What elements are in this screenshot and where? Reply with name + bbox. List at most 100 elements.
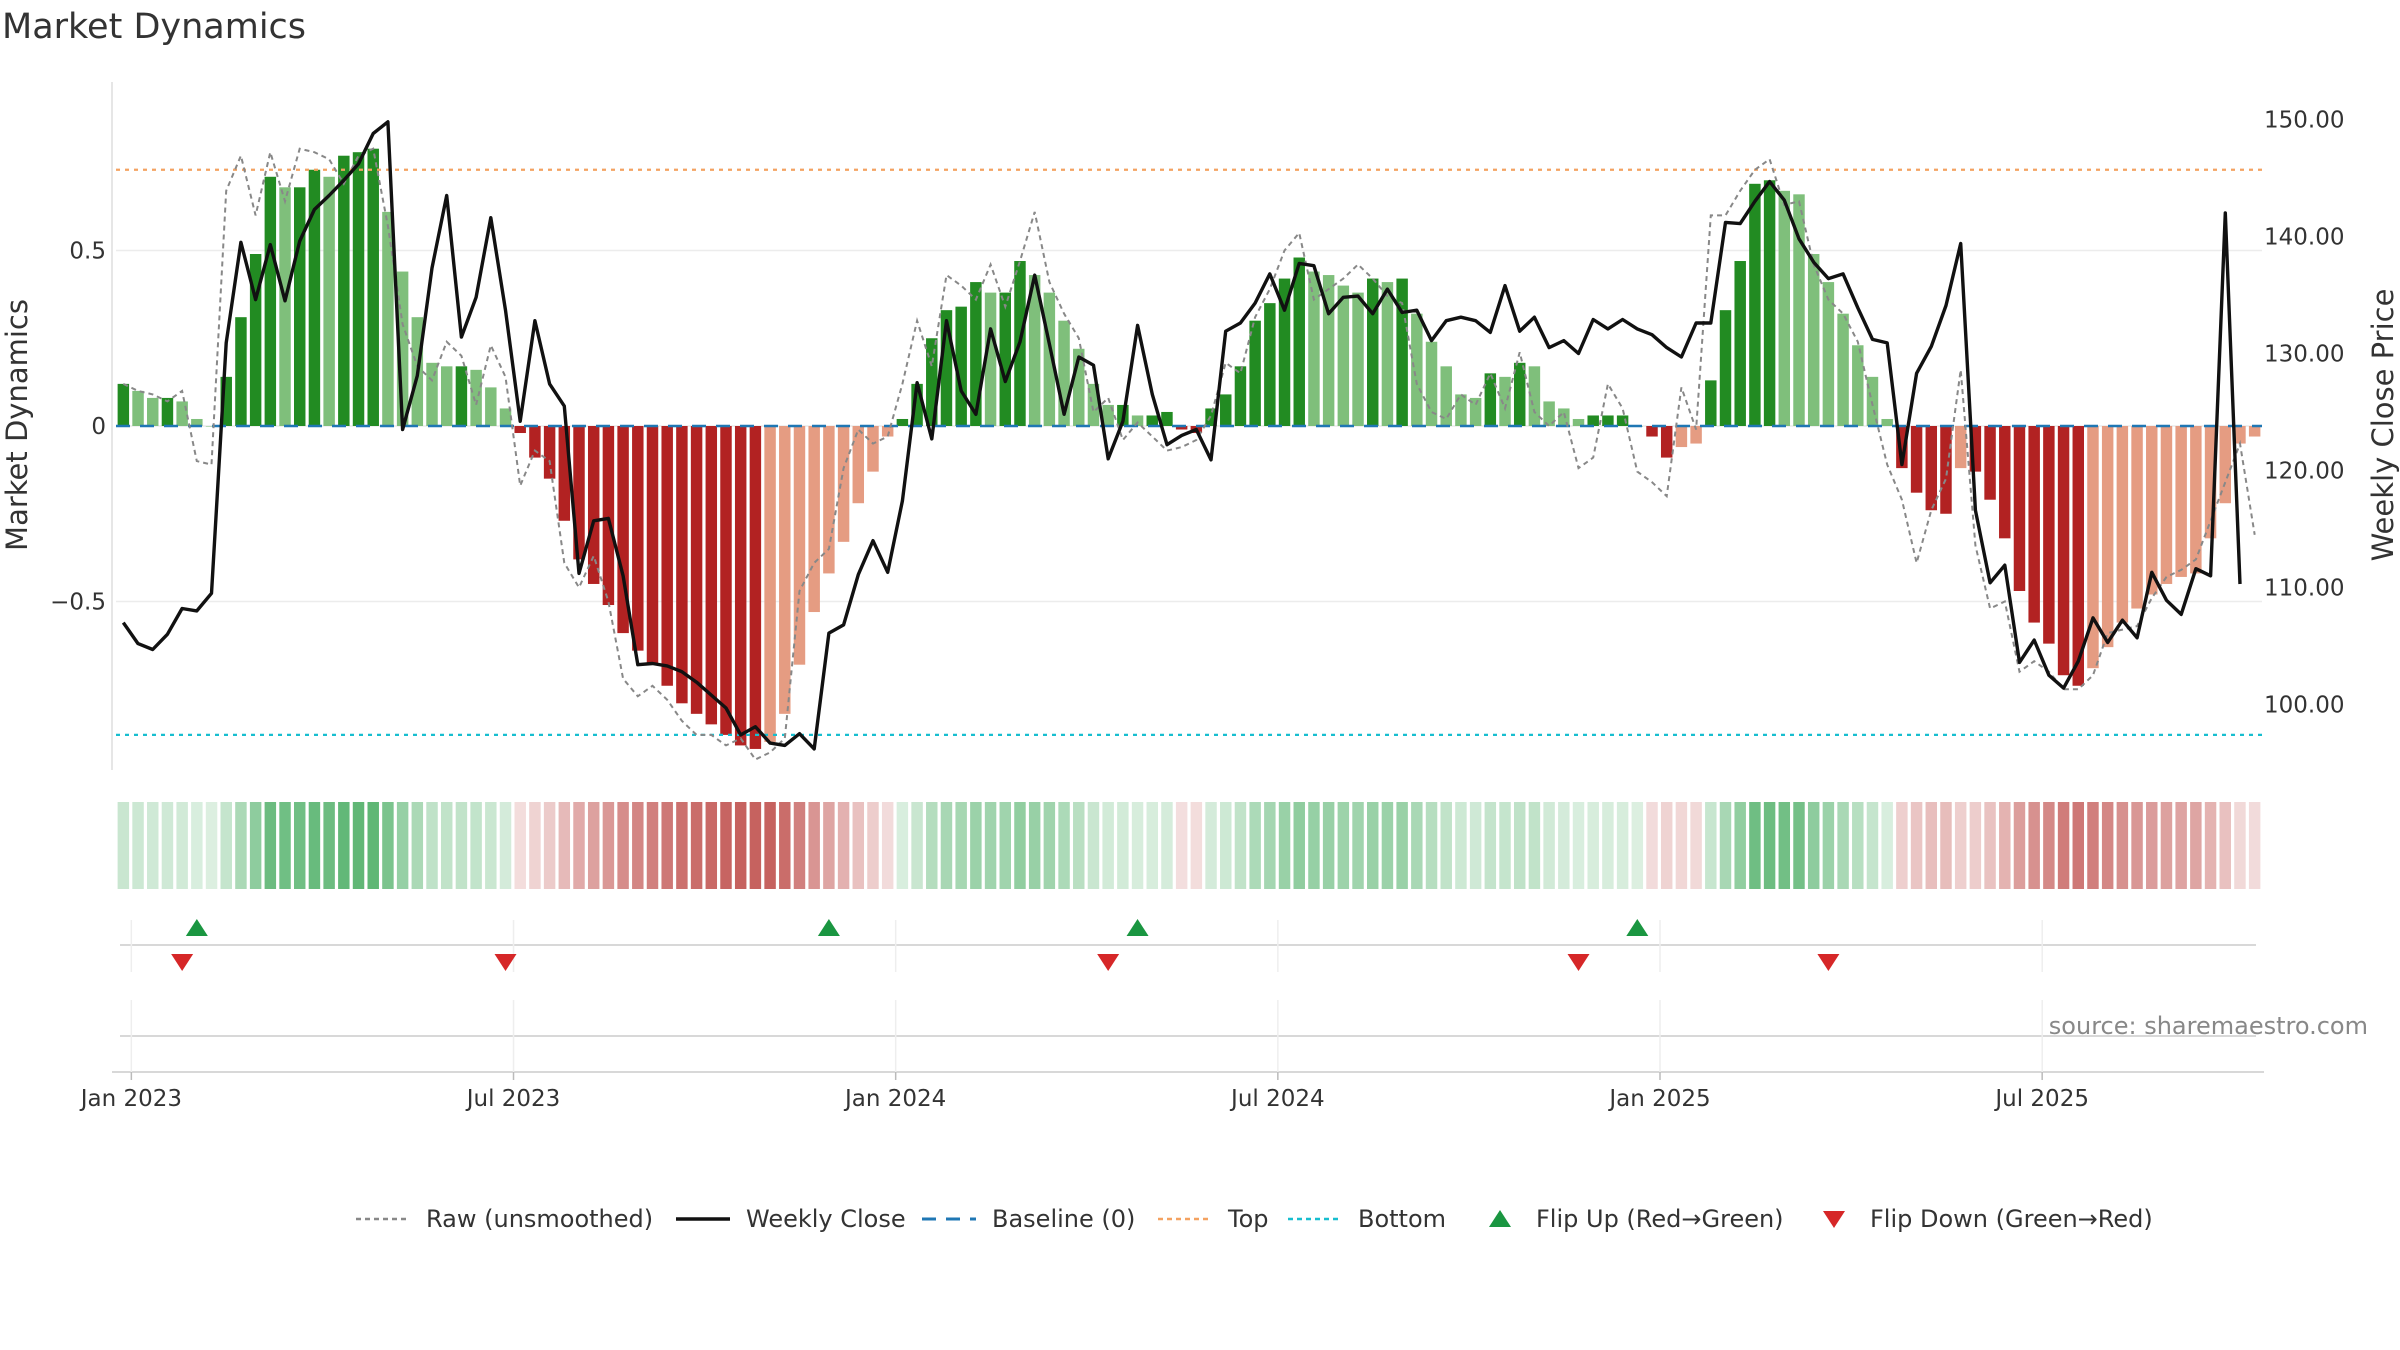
heat-cell-week-134	[2072, 802, 2084, 889]
heat-cell-week-43	[734, 802, 747, 889]
bar-week-28	[514, 426, 526, 434]
bar-week-34	[602, 426, 615, 606]
heat-cell-week-104	[1631, 802, 1644, 889]
bar-week-105	[1646, 426, 1658, 437]
bar-week-124	[1925, 426, 1938, 511]
bar-week-83	[1322, 275, 1335, 426]
bar-week-145	[2234, 426, 2246, 444]
bar-week-59	[970, 282, 982, 426]
bar-week-17	[352, 152, 365, 426]
heat-cell-week-42	[720, 802, 732, 889]
bar-week-94	[1484, 373, 1497, 426]
heat-cell-week-51	[852, 802, 865, 889]
heat-cell-week-124	[1925, 802, 1938, 889]
heat-cell-week-101	[1587, 802, 1599, 889]
bar-week-93	[1469, 397, 1482, 426]
raw-line	[122, 147, 2256, 761]
heat-cell-week-85	[1352, 802, 1364, 889]
heat-cell-week-75	[1205, 802, 1217, 889]
bar-week-125	[1940, 426, 1952, 514]
flip-up-marker-1	[817, 919, 840, 936]
heat-cell-week-34	[602, 802, 615, 889]
left-axis-ticks: −0.5 0 0.5	[50, 238, 106, 615]
x-tick-label-2: Jan 2024	[843, 1086, 946, 1112]
bar-week-117	[1822, 282, 1835, 426]
heat-cell-week-78	[1249, 802, 1261, 889]
bar-week-96	[1513, 362, 1526, 426]
bar-week-139	[2146, 426, 2158, 595]
bar-week-146	[2248, 426, 2261, 437]
flip-up-marker-3	[1626, 919, 1649, 936]
heat-cell-week-139	[2146, 802, 2158, 889]
bar-week-64	[1043, 292, 1056, 426]
heat-cell-week-29	[529, 802, 541, 889]
heat-cell-week-69	[1117, 802, 1129, 889]
bar-week-3	[147, 397, 159, 426]
weekly-close-series	[121, 120, 2242, 751]
bar-week-97	[1528, 366, 1541, 426]
bar-week-100	[1572, 418, 1585, 426]
x-tick-label-0: Jan 2023	[79, 1086, 182, 1112]
heat-cell-week-9	[235, 802, 247, 889]
heat-cell-week-82	[1308, 802, 1320, 889]
bar-week-123	[1910, 426, 1923, 493]
bar-week-65	[1058, 320, 1070, 426]
heat-cell-week-143	[2204, 802, 2217, 889]
bar-week-53	[881, 426, 894, 437]
heat-cell-week-135	[2087, 802, 2099, 889]
heat-cell-week-45	[764, 802, 776, 889]
heat-cell-week-39	[676, 802, 688, 889]
bar-week-32	[573, 426, 585, 560]
heat-cell-week-140	[2160, 802, 2173, 889]
bar-week-41	[705, 426, 718, 725]
heat-cell-week-59	[970, 802, 982, 889]
bar-week-86	[1367, 278, 1379, 426]
bar-week-46	[779, 426, 791, 714]
heat-cell-week-77	[1234, 802, 1247, 889]
bar-week-89	[1411, 313, 1423, 426]
bar-week-55	[911, 383, 923, 426]
bar-week-18	[367, 148, 379, 426]
regime-heat-strip	[117, 802, 2261, 889]
right-tick-label-3: 130.00	[2264, 341, 2344, 367]
heat-cell-week-46	[779, 802, 791, 889]
bar-week-140	[2160, 426, 2173, 584]
bar-week-85	[1352, 292, 1364, 426]
heat-cell-week-141	[2175, 802, 2187, 889]
heat-cell-week-14	[308, 802, 321, 889]
bar-week-132	[2043, 426, 2055, 644]
bar-week-72	[1161, 411, 1173, 426]
bar-week-110	[1719, 310, 1732, 426]
bar-week-31	[558, 426, 571, 521]
heat-cell-week-95	[1499, 802, 1511, 889]
bar-week-90	[1425, 341, 1438, 426]
heat-cell-week-99	[1558, 802, 1570, 889]
heat-cell-week-68	[1102, 802, 1114, 889]
right-tick-label-2: 120.00	[2264, 458, 2344, 484]
bar-week-133	[2057, 426, 2070, 676]
heat-cell-week-123	[1910, 802, 1923, 889]
bar-week-14	[308, 169, 321, 426]
bar-week-10	[249, 254, 262, 426]
x-tick-label-3: Jul 2024	[1229, 1086, 1325, 1112]
left-axis-label: Market Dynamics	[0, 299, 34, 551]
legend-label-weekly_close: Weekly Close	[746, 1205, 906, 1233]
heat-cell-week-52	[867, 802, 879, 889]
right-axis-label: Weekly Close Price	[2366, 289, 2400, 562]
legend-label-raw: Raw (unsmoothed)	[426, 1205, 653, 1233]
bar-week-45	[764, 426, 776, 742]
bar-week-4	[161, 397, 174, 426]
heat-cell-week-84	[1337, 802, 1350, 889]
heat-cell-week-144	[2219, 802, 2231, 889]
reference-lines	[116, 168, 2262, 736]
bar-week-113	[1763, 180, 1776, 426]
bar-week-115	[1793, 194, 1805, 426]
bar-week-60	[984, 292, 997, 426]
bar-week-109	[1705, 380, 1717, 426]
heat-cell-week-121	[1881, 802, 1893, 889]
heat-cell-week-41	[705, 802, 718, 889]
flip-down-marker-4	[1817, 954, 1840, 971]
bar-week-36	[632, 426, 644, 651]
bar-week-134	[2072, 426, 2084, 686]
heat-cell-week-73	[1175, 802, 1188, 889]
